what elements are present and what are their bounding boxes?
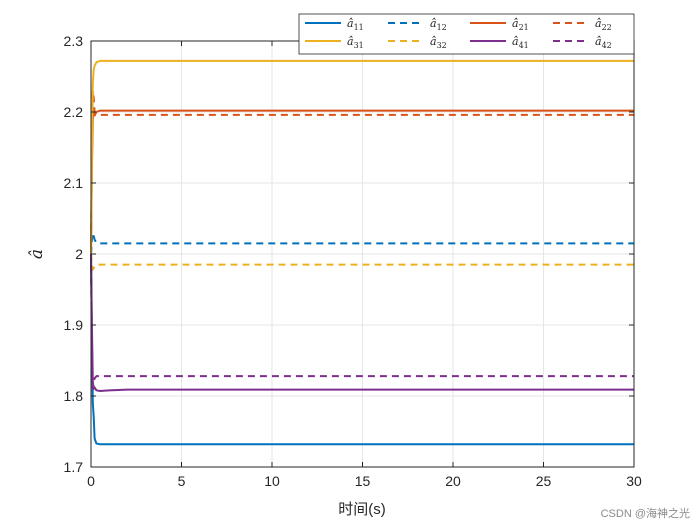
y-tick-label: 2.3 [64,33,84,49]
y-tick-label: 1.9 [64,317,84,333]
legend-label: â42 [595,35,612,50]
legend-label: â31 [347,35,364,50]
legend-item-a12: â12 [388,17,447,32]
legend: â11 â12 â21 â22 â31 â32 â41 â42 [298,13,635,55]
x-axis-label: 时间(s) [338,501,386,518]
axis-ticks [90,40,635,468]
legend-label: â12 [430,17,447,32]
legend-label: â11 [347,17,364,32]
axis-tick-labels: 0 5 10 15 20 25 30 1.7 1.8 1.9 2 2.1 2.2 2.3 [64,33,642,489]
legend-item-a42: â42 [553,35,612,50]
x-tick-label: 0 [87,473,95,489]
legend-item-a21: â21 [470,17,529,32]
series-line-a42 [90,253,634,390]
series-line-a31 [90,59,634,255]
x-tick-label: 30 [626,473,642,489]
legend-label: â32 [430,35,447,50]
x-tick-label: 5 [178,473,186,489]
y-axis-label: â [27,249,47,259]
watermark-text: CSDN @海神之光 [601,506,690,520]
legend-item-a31: â31 [305,35,364,50]
legend-label: â21 [512,17,529,32]
legend-box [298,13,635,55]
y-tick-label: 1.8 [64,388,84,404]
x-tick-label: 15 [355,473,371,489]
x-tick-label: 10 [264,473,280,489]
legend-label: â41 [512,35,529,50]
grid-lines [91,41,634,467]
x-tick-label: 25 [536,473,552,489]
legend-item-a11: â11 [305,17,364,32]
legend-label: â22 [595,17,612,32]
legend-item-a41: â41 [470,35,529,50]
y-tick-label: 2 [75,246,83,262]
y-tick-label: 1.7 [64,459,84,475]
y-tick-label: 2.2 [64,104,84,120]
x-tick-label: 20 [445,473,461,489]
y-tick-label: 2.1 [64,175,84,191]
legend-item-a32: â32 [388,35,447,50]
legend-item-a22: â22 [553,17,612,32]
